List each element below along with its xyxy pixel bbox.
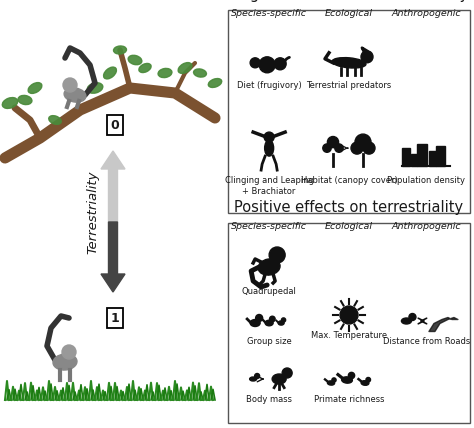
Circle shape <box>259 57 275 73</box>
Text: Species-specific: Species-specific <box>231 9 307 18</box>
Text: Max. Temperature: Max. Temperature <box>311 331 387 340</box>
Circle shape <box>270 316 275 322</box>
Text: Positive effects on terrestriality: Positive effects on terrestriality <box>235 200 464 215</box>
Ellipse shape <box>18 95 32 104</box>
Circle shape <box>328 137 338 148</box>
Bar <box>228 10 470 213</box>
Ellipse shape <box>258 259 280 275</box>
Ellipse shape <box>208 79 222 87</box>
Ellipse shape <box>49 116 61 125</box>
Ellipse shape <box>401 318 411 324</box>
Bar <box>228 223 470 423</box>
Text: Diet (frugivory): Diet (frugivory) <box>237 81 301 90</box>
Circle shape <box>282 318 286 322</box>
Circle shape <box>255 374 260 378</box>
Ellipse shape <box>158 68 172 77</box>
Bar <box>429 151 436 166</box>
Text: Group size: Group size <box>247 337 292 346</box>
Ellipse shape <box>2 98 18 108</box>
Ellipse shape <box>87 83 103 93</box>
Text: Habitat (canopy cover): Habitat (canopy cover) <box>301 176 397 185</box>
Bar <box>418 144 428 166</box>
Text: 1: 1 <box>110 312 119 324</box>
Ellipse shape <box>332 58 366 68</box>
Text: Species-specific: Species-specific <box>231 222 307 231</box>
Ellipse shape <box>265 320 273 326</box>
Text: Quadrupedal: Quadrupedal <box>242 287 297 296</box>
Ellipse shape <box>53 354 77 370</box>
Ellipse shape <box>264 140 273 156</box>
Ellipse shape <box>250 377 256 381</box>
Ellipse shape <box>64 88 86 102</box>
Circle shape <box>274 58 286 70</box>
Text: Terrestriality: Terrestriality <box>86 170 100 254</box>
Ellipse shape <box>328 381 335 385</box>
Ellipse shape <box>178 62 192 74</box>
Ellipse shape <box>28 83 42 93</box>
Ellipse shape <box>278 321 284 325</box>
Ellipse shape <box>272 374 286 384</box>
Text: Population density: Population density <box>387 176 465 185</box>
Circle shape <box>355 134 371 150</box>
Text: Anthropogenic: Anthropogenic <box>392 9 461 18</box>
Ellipse shape <box>139 63 151 73</box>
Circle shape <box>340 306 358 324</box>
Bar <box>402 148 410 166</box>
Circle shape <box>264 132 274 142</box>
Circle shape <box>366 377 371 382</box>
Circle shape <box>335 144 343 152</box>
Circle shape <box>250 58 260 68</box>
Circle shape <box>282 368 292 378</box>
Text: Terrestrial predators: Terrestrial predators <box>306 81 392 90</box>
Ellipse shape <box>361 381 369 385</box>
Circle shape <box>363 142 375 154</box>
Text: Body mass: Body mass <box>246 395 292 404</box>
Circle shape <box>332 378 336 382</box>
Text: Primate richness: Primate richness <box>314 395 384 404</box>
Circle shape <box>348 372 355 379</box>
Bar <box>411 154 418 166</box>
Circle shape <box>255 315 263 321</box>
Circle shape <box>63 78 77 92</box>
Text: Ecological: Ecological <box>325 9 373 18</box>
Ellipse shape <box>103 67 117 79</box>
Text: 0: 0 <box>110 119 119 131</box>
Ellipse shape <box>342 377 352 383</box>
Ellipse shape <box>193 69 207 77</box>
Text: Anthropogenic: Anthropogenic <box>392 222 461 231</box>
Circle shape <box>409 313 416 321</box>
FancyArrow shape <box>101 222 125 292</box>
Circle shape <box>351 142 363 154</box>
Circle shape <box>323 144 331 152</box>
Circle shape <box>361 51 373 63</box>
Text: Negative effects on terrestriality: Negative effects on terrestriality <box>230 0 468 2</box>
Ellipse shape <box>113 46 127 54</box>
Text: Clinging and Leaping
+ Brachiator: Clinging and Leaping + Brachiator <box>225 176 314 196</box>
Ellipse shape <box>128 55 142 65</box>
Bar <box>436 146 445 166</box>
Circle shape <box>269 247 285 263</box>
Text: Ecological: Ecological <box>325 222 373 231</box>
Text: Distance from Roads: Distance from Roads <box>383 337 470 346</box>
FancyArrow shape <box>101 151 125 222</box>
Ellipse shape <box>250 319 260 327</box>
Circle shape <box>62 345 76 359</box>
